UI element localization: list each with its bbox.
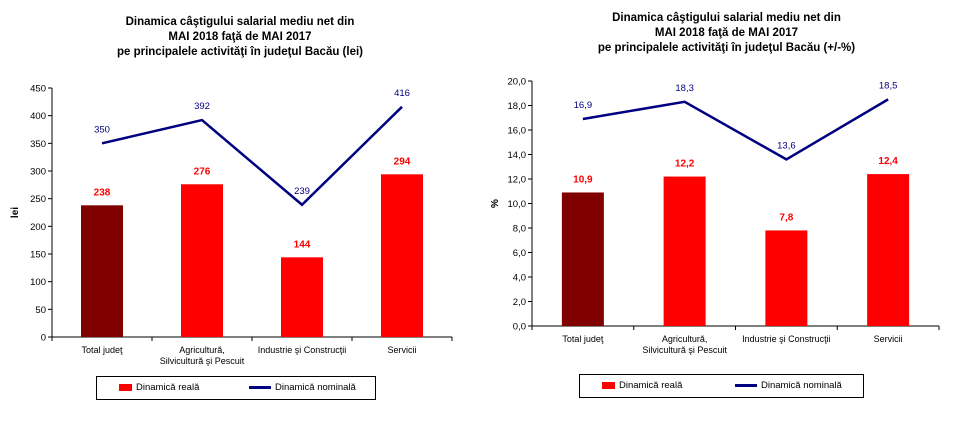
y-tick-label: 0,0 [513,322,526,333]
y-axis-title: % [490,199,501,208]
legend-label-real: Dinamică reală [136,382,200,393]
y-tick-label: 100 [30,277,46,288]
chart-title-line-3: pe principalele activităţi în judeţul Ba… [116,46,364,58]
chart-title-line-3: pe principalele activităţi în judeţul Ba… [597,42,856,54]
y-tick-label: 6,0 [513,248,526,259]
line-value-label: 13,6 [777,140,796,151]
x-category-label: Servicii [874,334,903,344]
bar [81,205,123,337]
legend-swatch-nominal [249,386,271,389]
y-tick-label: 0 [41,333,46,344]
bar-value-label: 238 [94,187,111,198]
line-series [101,105,403,207]
x-category-label: Total judeţ [81,345,123,355]
x-category-label: Industrie şi Construcţii [258,345,347,355]
bar-value-label: 12,4 [878,156,898,167]
bar [867,174,910,326]
y-tick-label: 150 [30,250,46,261]
line-value-label: 18,5 [879,80,898,91]
bar [663,176,706,326]
bar [381,174,423,337]
x-category-label: Silvicultură şi Pescuit [642,345,727,355]
bar-value-label: 294 [394,156,411,167]
y-tick-label: 18,0 [508,101,527,112]
chart-title-line-1: Dinamica câştigului salarial mediu net d… [612,12,841,24]
y-tick-label: 20,0 [508,77,527,88]
line-series [582,98,889,161]
y-tick-label: 14,0 [508,150,527,161]
y-tick-label: 8,0 [513,224,526,235]
bar [181,184,223,337]
chart-title-line-2: MAI 2018 faţă de MAI 2017 [654,27,799,39]
legend-label-nominal: Dinamică nominală [761,380,842,391]
x-category-label: Agricultură, [662,334,708,344]
bar [765,230,808,326]
line-value-label: 18,3 [675,83,694,94]
chart-title: Dinamica câştigului salarial mediu net d… [484,11,969,56]
x-category-label: Industrie şi Construcţii [742,334,831,344]
bar-value-label: 12,2 [675,159,695,170]
chart-title-line-1: Dinamica câştigului salarial mediu net d… [125,16,355,28]
line-value-label: 416 [394,88,410,99]
bar [561,192,604,326]
chart-legend: Dinamică reală Dinamică nominală [96,376,376,400]
line-value-label: 16,9 [574,100,593,111]
bar [281,257,323,337]
legend-item-real: Dinamică reală [119,382,199,393]
x-category-label: Total judeţ [562,334,604,344]
x-category-label: Silvicultură şi Pescuit [160,356,245,366]
legend-item-nominal: Dinamică nominală [249,382,356,393]
bar-value-label: 144 [294,239,311,250]
y-tick-label: 16,0 [508,126,527,137]
chart-legend: Dinamică reală Dinamică nominală [579,374,864,398]
y-axis-title: lei [10,207,21,218]
y-tick-label: 4,0 [513,273,526,284]
y-tick-label: 250 [30,194,46,205]
chart-percent: Dinamica câştigului salarial mediu net d… [484,0,969,427]
bar-value-label: 7,8 [779,212,793,223]
legend-label-real: Dinamică reală [619,380,683,391]
y-tick-label: 12,0 [508,175,527,186]
chart-lei: Dinamica câştigului salarial mediu net d… [0,0,480,427]
line-value-label: 350 [94,124,110,135]
x-category-label: Servicii [387,345,416,355]
bar-value-label: 276 [194,166,211,177]
chart-title: Dinamica câştigului salarial mediu net d… [0,15,480,60]
line-value-label: 239 [294,186,310,197]
line-value-label: 392 [194,101,210,112]
y-tick-label: 450 [30,84,46,95]
legend-swatch-real [119,384,132,391]
bar-value-label: 10,9 [573,174,593,185]
legend-label-nominal: Dinamică nominală [275,382,356,393]
y-tick-label: 200 [30,222,46,233]
legend-swatch-real [602,382,615,389]
y-tick-label: 400 [30,111,46,122]
y-tick-label: 2,0 [513,297,526,308]
legend-swatch-nominal [735,384,757,387]
chart-plot: 0,0 2,0 4,0 6,0 8,0 10,0 12,0 14,0 16,0 18,0 20,0%… [490,77,940,355]
legend-item-real: Dinamică reală [602,380,682,391]
y-tick-label: 350 [30,139,46,150]
legend-item-nominal: Dinamică nominală [735,380,842,391]
y-tick-label: 300 [30,167,46,178]
y-tick-label: 10,0 [508,199,527,210]
chart-plot: 0 50 100 150 200 250 300 350 400 450 lei 238 276 144 2… [10,84,453,366]
chart-title-line-2: MAI 2018 faţă de MAI 2017 [168,31,312,43]
y-tick-label: 50 [35,305,46,316]
x-category-label: Agricultură, [179,345,225,355]
